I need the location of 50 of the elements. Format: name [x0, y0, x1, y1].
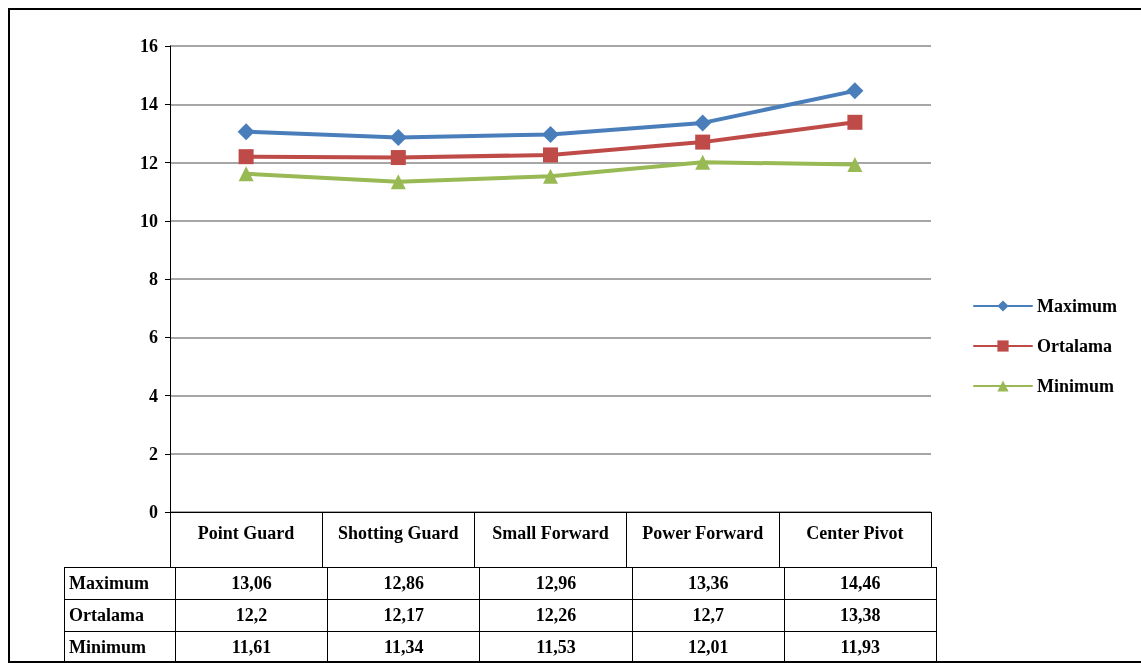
y-tick-label: 6 — [149, 327, 158, 348]
data-label: 12,96 — [479, 567, 633, 600]
text: Minimum — [69, 637, 147, 657]
x-tick-label: Point Guard — [197, 523, 295, 543]
y-tick-label: 4 — [149, 385, 158, 406]
point — [542, 126, 559, 144]
data-label: 11,61 — [175, 631, 328, 663]
point — [846, 82, 864, 100]
data-label: 12,2 — [175, 599, 328, 632]
data-label: 12,01 — [632, 631, 785, 663]
point — [694, 114, 712, 132]
legend-label: Maximum — [1037, 296, 1117, 316]
data-label: 11,53 — [479, 631, 633, 663]
point — [390, 174, 406, 190]
point — [237, 123, 255, 141]
data-label: 12,17 — [327, 599, 480, 632]
point — [847, 157, 863, 173]
y-tick-label: 2 — [149, 443, 158, 464]
data-label: 12,86 — [327, 567, 480, 600]
y-tick-label: 14 — [140, 94, 158, 115]
point — [695, 154, 711, 170]
point — [847, 114, 863, 130]
x-tick-label: Power Forward — [642, 523, 764, 543]
text: Ortalama — [69, 605, 144, 625]
point — [238, 149, 254, 165]
y-tick-label: 8 — [149, 269, 158, 289]
y-tick-label: 12 — [140, 152, 158, 173]
text: Maximum — [69, 573, 149, 593]
point — [238, 166, 254, 182]
point — [389, 128, 407, 146]
data-label: 12,7 — [632, 599, 785, 632]
point — [695, 134, 711, 150]
y-tick-label: 16 — [140, 36, 158, 56]
data-label: 13,06 — [175, 567, 328, 600]
data-label: 13,36 — [632, 567, 785, 600]
point — [543, 147, 558, 163]
point — [543, 168, 558, 184]
legend-label: Minimum — [1037, 376, 1115, 396]
data-label: 12,26 — [479, 599, 633, 632]
point — [390, 150, 406, 166]
x-tick-label: Center Pivot — [806, 523, 904, 543]
x-tick-label: Shotting Guard — [338, 523, 459, 543]
legend-label: Ortalama — [1037, 336, 1112, 356]
data-label: 14,46 — [784, 567, 937, 600]
data-label: 11,34 — [327, 631, 480, 663]
data-label: 13,38 — [784, 599, 937, 632]
y-tick-label: 10 — [140, 210, 158, 231]
data-label: 11,93 — [784, 631, 937, 663]
y-tick-label: 0 — [149, 502, 158, 522]
x-tick-label: Small Forward — [492, 523, 609, 543]
